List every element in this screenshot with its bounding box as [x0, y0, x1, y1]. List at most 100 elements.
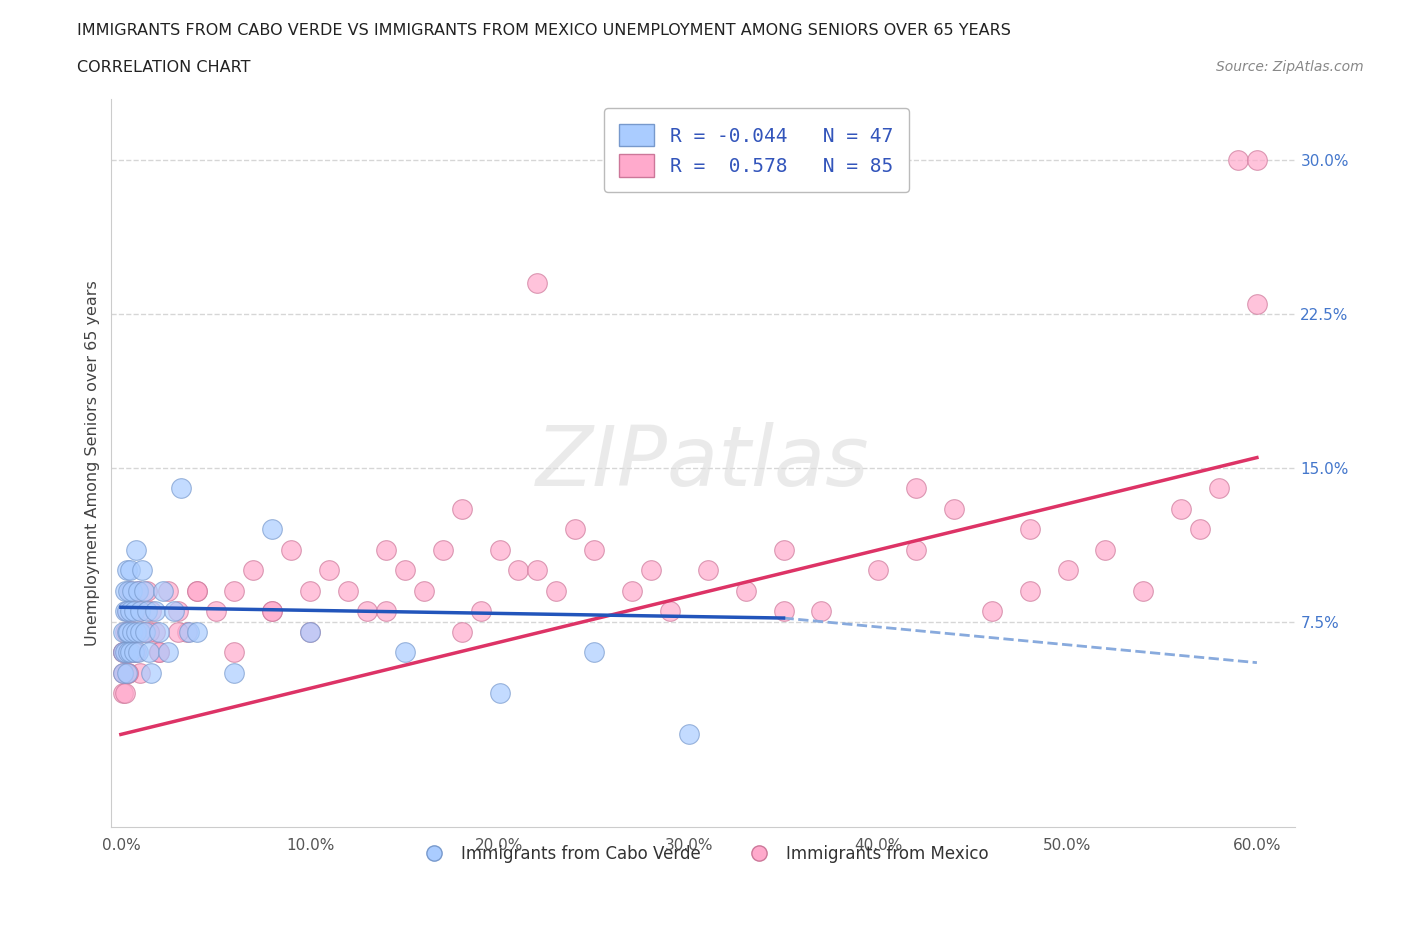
Point	[905, 542, 928, 557]
Point	[134, 624, 156, 639]
Point	[120, 583, 142, 598]
Point	[125, 644, 148, 659]
Point	[942, 501, 965, 516]
Point	[136, 583, 159, 598]
Point	[148, 644, 170, 659]
Point	[526, 276, 548, 291]
Point	[1246, 297, 1268, 312]
Point	[772, 604, 794, 618]
Point	[772, 542, 794, 557]
Point	[114, 604, 136, 618]
Point	[1246, 153, 1268, 167]
Point	[734, 583, 756, 598]
Y-axis label: Unemployment Among Seniors over 65 years: Unemployment Among Seniors over 65 years	[86, 280, 100, 645]
Point	[640, 563, 662, 578]
Point	[810, 604, 832, 618]
Point	[394, 563, 416, 578]
Point	[186, 583, 208, 598]
Point	[152, 583, 174, 598]
Point	[111, 624, 134, 639]
Point	[115, 604, 138, 618]
Point	[488, 686, 510, 701]
Point	[186, 583, 208, 598]
Point	[131, 563, 153, 578]
Point	[111, 666, 134, 681]
Point	[394, 644, 416, 659]
Point	[120, 563, 142, 578]
Point	[132, 624, 155, 639]
Point	[141, 604, 163, 618]
Point	[120, 604, 142, 618]
Text: IMMIGRANTS FROM CABO VERDE VS IMMIGRANTS FROM MEXICO UNEMPLOYMENT AMONG SENIORS : IMMIGRANTS FROM CABO VERDE VS IMMIGRANTS…	[77, 23, 1011, 38]
Point	[120, 644, 142, 659]
Point	[1170, 501, 1192, 516]
Point	[128, 624, 150, 639]
Point	[299, 583, 322, 598]
Point	[141, 666, 163, 681]
Point	[111, 644, 134, 659]
Point	[1056, 563, 1078, 578]
Text: CORRELATION CHART: CORRELATION CHART	[77, 60, 250, 75]
Point	[488, 542, 510, 557]
Text: ZIPatlas: ZIPatlas	[536, 422, 870, 503]
Point	[117, 666, 139, 681]
Point	[450, 501, 472, 516]
Point	[337, 583, 360, 598]
Point	[177, 624, 200, 639]
Point	[262, 522, 284, 537]
Point	[132, 583, 155, 598]
Point	[117, 583, 139, 598]
Point	[111, 644, 134, 659]
Point	[868, 563, 890, 578]
Point	[143, 624, 166, 639]
Point	[621, 583, 644, 598]
Point	[111, 644, 134, 659]
Point	[1208, 481, 1230, 496]
Point	[166, 624, 188, 639]
Point	[432, 542, 454, 557]
Point	[299, 624, 322, 639]
Point	[111, 666, 134, 681]
Point	[121, 604, 143, 618]
Point	[115, 604, 138, 618]
Point	[696, 563, 718, 578]
Point	[127, 644, 149, 659]
Point	[224, 666, 246, 681]
Point	[564, 522, 586, 537]
Point	[143, 604, 166, 618]
Point	[148, 624, 170, 639]
Point	[1226, 153, 1249, 167]
Point	[1132, 583, 1154, 598]
Point	[375, 604, 398, 618]
Text: Source: ZipAtlas.com: Source: ZipAtlas.com	[1216, 60, 1364, 74]
Point	[170, 481, 193, 496]
Point	[412, 583, 434, 598]
Point	[128, 604, 150, 618]
Point	[1018, 522, 1040, 537]
Point	[905, 481, 928, 496]
Point	[280, 542, 302, 557]
Point	[262, 604, 284, 618]
Point	[138, 644, 160, 659]
Point	[678, 727, 700, 742]
Point	[117, 624, 139, 639]
Point	[204, 604, 226, 618]
Point	[157, 644, 180, 659]
Point	[583, 542, 606, 557]
Point	[186, 624, 208, 639]
Point	[136, 604, 159, 618]
Point	[176, 624, 198, 639]
Point	[128, 666, 150, 681]
Point	[122, 604, 145, 618]
Point	[148, 644, 170, 659]
Point	[242, 563, 264, 578]
Point	[122, 644, 145, 659]
Point	[114, 624, 136, 639]
Point	[224, 644, 246, 659]
Point	[122, 624, 145, 639]
Point	[224, 583, 246, 598]
Point	[318, 563, 340, 578]
Point	[115, 563, 138, 578]
Point	[138, 624, 160, 639]
Point	[115, 624, 138, 639]
